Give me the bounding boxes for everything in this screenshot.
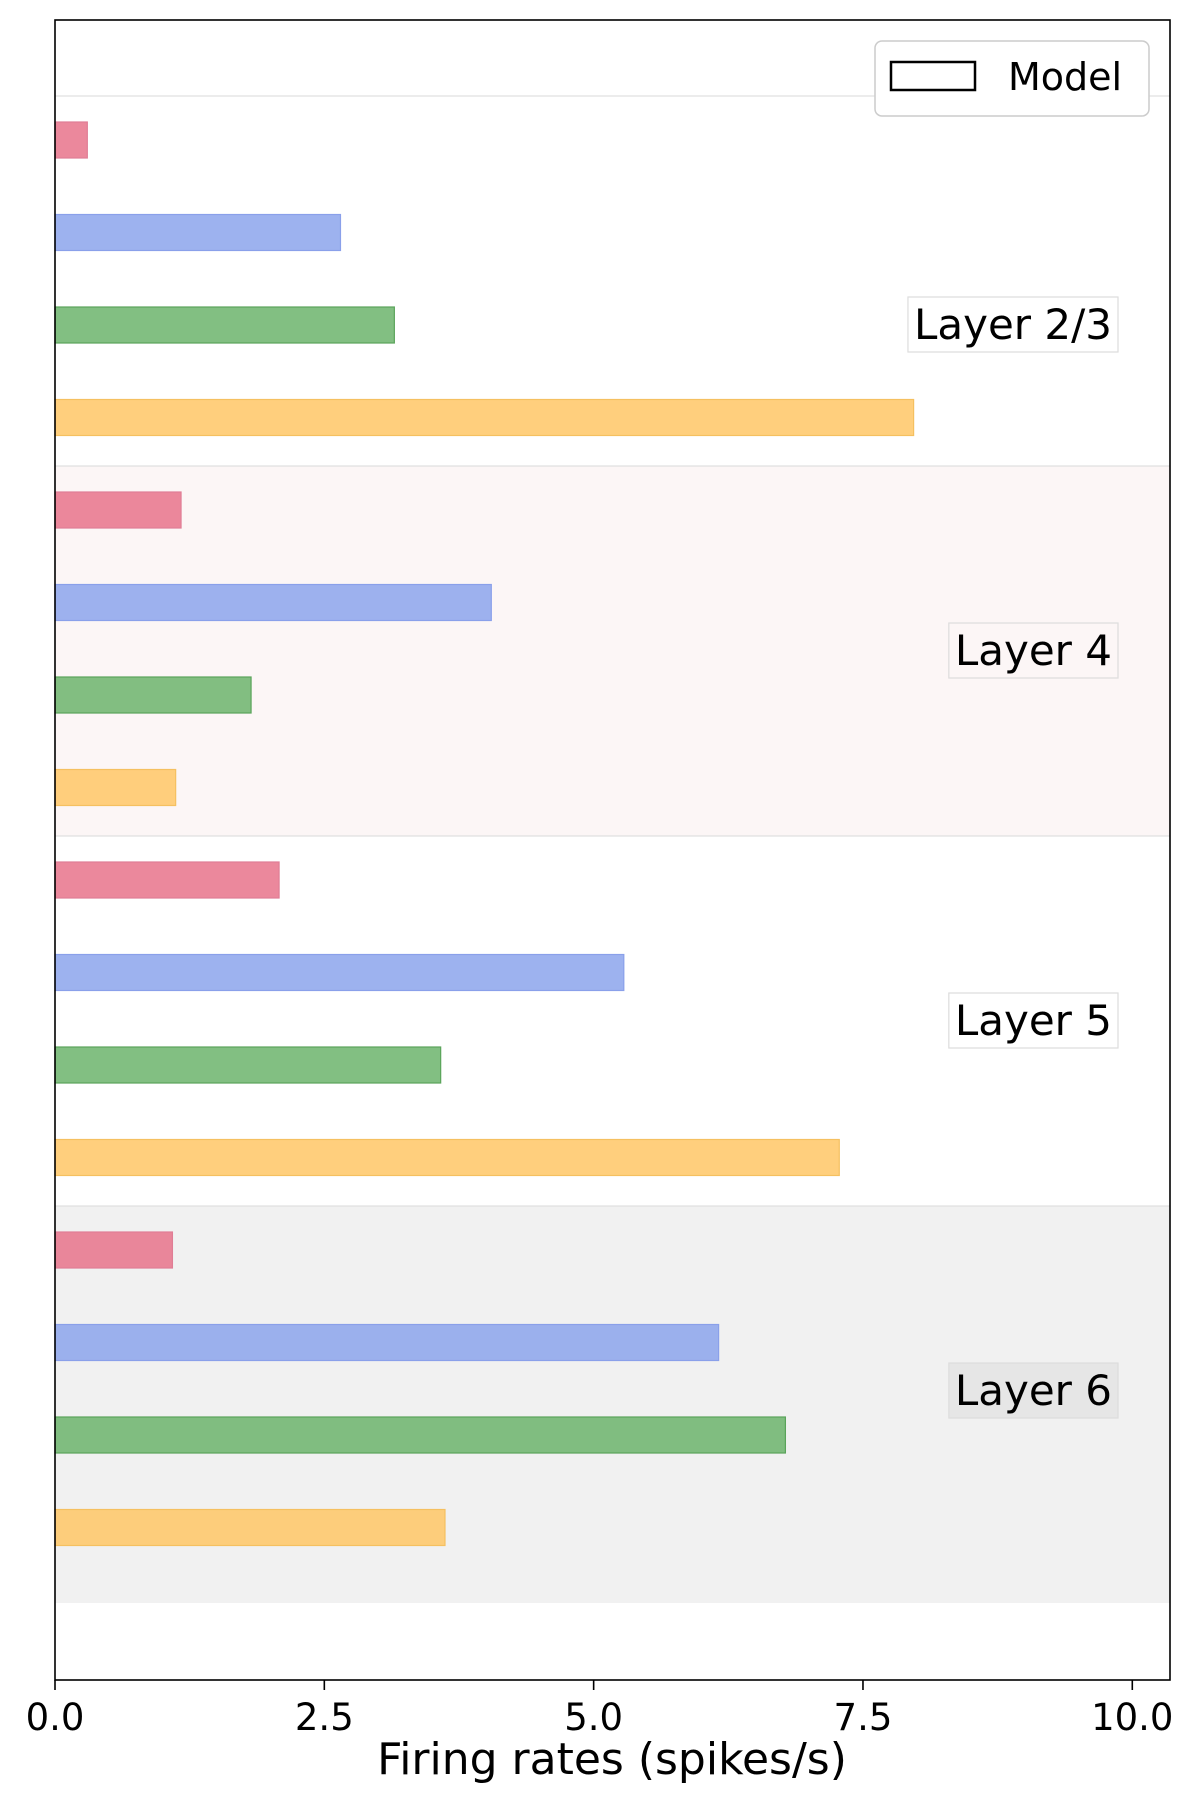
layer-labels: Layer 2/3 Layer 4 Layer 5 Layer 6 [907, 296, 1119, 1419]
bar-group [54, 121, 915, 1547]
x-axis-ticks: 0.0 2.5 5.0 7.5 10.0 [26, 1680, 1173, 1739]
bar [54, 1231, 174, 1269]
layer-label: Layer 2/3 [914, 300, 1112, 349]
x-axis-label: Firing rates (spikes/s) [377, 1734, 847, 1785]
bar [54, 676, 252, 714]
x-tick-label: 0.0 [26, 1696, 85, 1739]
legend-label-model: Model [1008, 55, 1122, 99]
layer-label: Layer 6 [955, 1366, 1112, 1415]
bar [54, 1323, 720, 1362]
layer-label-box [907, 296, 1119, 353]
x-tick-label: 2.5 [295, 1696, 354, 1739]
layer-label-box [948, 992, 1119, 1049]
legend-box [874, 40, 1150, 117]
bar [54, 583, 492, 622]
layer-label: Layer 5 [955, 996, 1112, 1045]
x-tick-label: 7.5 [834, 1696, 893, 1739]
bar [54, 213, 342, 252]
bar [54, 306, 395, 344]
layer-label-box [948, 1362, 1119, 1419]
layer-label-box [948, 622, 1119, 679]
bar [54, 491, 182, 529]
bar [54, 121, 88, 159]
bar [54, 768, 177, 807]
bar [54, 1416, 787, 1454]
layer-label: Layer 4 [955, 626, 1112, 675]
bar [54, 1046, 442, 1084]
bar [54, 398, 915, 437]
legend-swatch-model [889, 60, 977, 92]
x-tick-label: 5.0 [564, 1696, 623, 1739]
bar [54, 1138, 840, 1177]
plot-frame [54, 19, 1171, 1681]
x-tick-label: 10.0 [1091, 1696, 1173, 1739]
bar [54, 861, 280, 899]
bar [54, 1508, 446, 1547]
legend: Model [874, 40, 1150, 117]
bar [54, 953, 625, 992]
